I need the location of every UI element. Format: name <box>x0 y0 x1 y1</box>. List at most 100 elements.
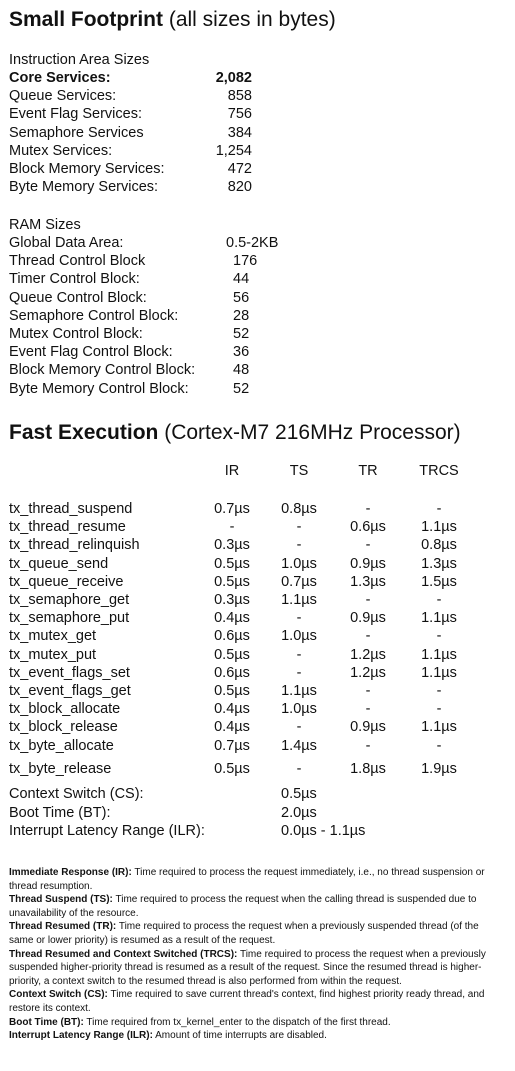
timing-cell: 0.6µs <box>214 664 250 681</box>
timing-cell: 1.1µs <box>421 610 457 627</box>
timing-cell: - <box>296 610 302 627</box>
timing-cell: 0.3µs <box>214 537 250 554</box>
definition-item: Thread Resumed (TR): Time required to pr… <box>9 920 505 947</box>
instruction-row-value: 472 <box>227 161 252 177</box>
instruction-row-label: Block Memory Services: <box>9 161 165 177</box>
ram-row-label: Mutex Control Block: <box>9 326 143 342</box>
timing-cell: 0.8µs <box>281 501 317 517</box>
api-name: tx_thread_relinquish <box>9 537 140 554</box>
timing-cell: - <box>436 737 442 754</box>
api-name: tx_byte_release <box>9 761 112 777</box>
instruction-row-value: 1,254 <box>215 142 252 159</box>
timing-cell: 0.8µs <box>421 537 457 554</box>
api-name: tx_thread_resume <box>9 519 126 536</box>
api-name: tx_semaphore_get <box>9 592 130 608</box>
api-name: tx_thread_suspend <box>9 501 133 517</box>
timing-cell: 0.5µs <box>214 646 250 663</box>
timing-cell: 0.9µs <box>350 555 386 572</box>
timing-cell: - <box>365 701 371 718</box>
instruction-row-label: Semaphore Services <box>9 124 144 141</box>
ram-row-value: 44 <box>233 271 250 288</box>
api-name: tx_byte_allocate <box>9 737 114 754</box>
ram-row-label: Byte Memory Control Block: <box>9 380 189 397</box>
summary-label: Context Switch (CS): <box>9 786 144 802</box>
ram-row-value: 52 <box>233 326 250 342</box>
timing-cell: 0.9µs <box>350 610 386 627</box>
timing-cell: - <box>365 592 371 608</box>
column-header: IR <box>224 463 240 479</box>
timing-cell: - <box>436 701 442 718</box>
timing-cell: 0.3µs <box>214 592 250 608</box>
timing-cell: - <box>365 537 371 554</box>
timing-cell: - <box>296 646 302 663</box>
definition-text: Time required to process the request imm… <box>9 867 485 892</box>
definition-item: Interrupt Latency Range (ILR): Amount of… <box>9 1029 505 1043</box>
timing-cell: - <box>296 537 302 554</box>
instruction-row-value: 756 <box>227 106 252 123</box>
footprint-title-bold: Small Footprint <box>9 8 163 31</box>
timing-cell: 0.7µs <box>214 501 250 517</box>
timing-cell: 1.2µs <box>350 646 386 663</box>
timing-cell: 0.4µs <box>214 610 250 627</box>
instruction-row-label: Mutex Services: <box>9 142 113 159</box>
timing-cell: 1.0µs <box>281 701 317 718</box>
timing-cell: - <box>436 501 442 517</box>
ram-row-label: Thread Control Block <box>9 253 146 270</box>
footprint-title: Small Footprint (all sizes in bytes) <box>9 8 336 32</box>
instruction-row-label: Queue Services: <box>9 88 117 105</box>
instruction-row-label: Byte Memory Services: <box>9 179 159 196</box>
timing-cell: 0.6µs <box>214 628 250 645</box>
ram-row-value: 48 <box>233 362 250 379</box>
definition-text: Time required to save current thread's c… <box>9 989 485 1014</box>
timing-cell: - <box>365 737 371 754</box>
timing-cell: 0.5µs <box>214 555 250 572</box>
timing-cell: - <box>296 664 302 681</box>
definition-text: Amount of time interrupts are disabled. <box>152 1030 327 1042</box>
instruction-area-header: Instruction Area Sizes <box>9 52 150 68</box>
summary-value: 0.5µs <box>281 786 317 802</box>
timing-cell: 0.9µs <box>350 719 386 736</box>
definition-text: Time required to process the request whe… <box>9 921 479 946</box>
api-name: tx_semaphore_put <box>9 610 130 627</box>
timing-cell: - <box>436 628 442 645</box>
definition-item: Boot Time (BT): Time required from tx_ke… <box>9 1016 505 1030</box>
timing-cell: 0.7µs <box>281 573 317 590</box>
api-name: tx_event_flags_get <box>9 683 131 699</box>
timing-cell: 1.4µs <box>281 737 317 754</box>
ram-row-label: Timer Control Block: <box>9 271 140 288</box>
definition-text: Time required from tx_kernel_enter to th… <box>83 1016 391 1028</box>
timing-cell: - <box>436 683 442 699</box>
definition-term: Boot Time (BT): <box>9 1016 84 1028</box>
timing-cell: 1.0µs <box>281 628 317 645</box>
definition-item: Context Switch (CS): Time required to sa… <box>9 988 505 1015</box>
timing-cell: 1.1µs <box>421 519 457 536</box>
definition-item: Thread Resumed and Context Switched (TRC… <box>9 948 505 989</box>
ram-sizes-header: RAM Sizes <box>9 217 81 233</box>
api-name: tx_block_release <box>9 719 118 736</box>
timing-cell: - <box>436 592 442 608</box>
timing-cell: 0.4µs <box>214 701 250 718</box>
api-name: tx_mutex_put <box>9 646 97 663</box>
timing-cell: 0.5µs <box>214 683 250 699</box>
timing-cell: - <box>229 519 235 536</box>
api-name: tx_mutex_get <box>9 628 97 645</box>
timing-cell: 1.2µs <box>350 664 386 681</box>
definition-term: Context Switch (CS): <box>9 989 108 1001</box>
definitions-notes: Immediate Response (IR): Time required t… <box>9 866 505 1043</box>
timing-cell: 1.1µs <box>281 683 317 699</box>
definition-term: Interrupt Latency Range (ILR): <box>9 1030 153 1042</box>
ram-row-value: 0.5-2KB <box>226 235 279 251</box>
ram-row-label: Block Memory Control Block: <box>9 362 196 379</box>
ram-row-value: 28 <box>233 307 250 324</box>
timing-cell: - <box>365 628 371 645</box>
instruction-row-value: 2,082 <box>215 70 252 86</box>
timing-cell: 0.6µs <box>350 519 386 536</box>
api-name: tx_event_flags_set <box>9 664 130 681</box>
ram-row-label: Event Flag Control Block: <box>9 344 173 361</box>
timing-cell: 0.5µs <box>214 573 250 590</box>
summary-label: Interrupt Latency Range (ILR): <box>9 823 205 839</box>
instruction-row-label: Core Services: <box>9 70 111 86</box>
column-header: TS <box>289 463 309 479</box>
definition-text: Time required to process the request whe… <box>9 948 486 987</box>
definition-item: Immediate Response (IR): Time required t… <box>9 866 505 893</box>
